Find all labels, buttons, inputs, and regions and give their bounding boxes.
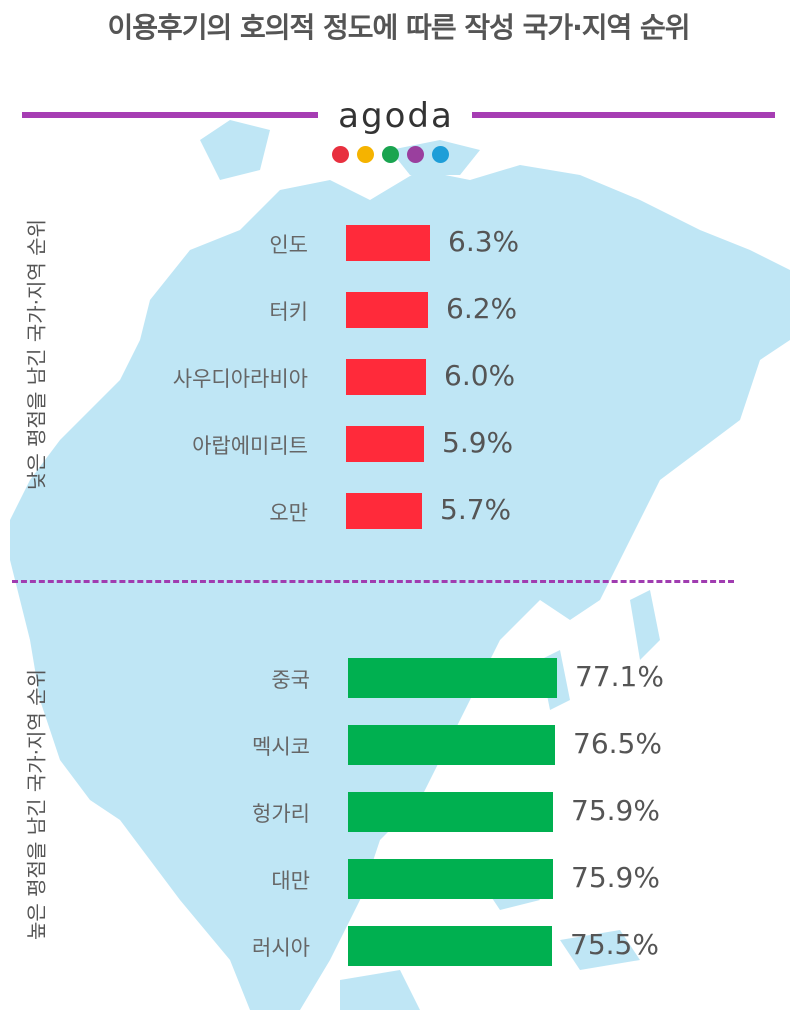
brand-line-right — [472, 112, 775, 118]
category-label: 오만 — [269, 501, 308, 525]
brand-dot — [357, 146, 374, 163]
category-label: 아랍에미리트 — [192, 434, 308, 458]
value-label: 5.7% — [440, 493, 512, 526]
value-label: 75.9% — [571, 794, 660, 827]
high-score-bar — [348, 926, 552, 966]
low-score-bar — [346, 426, 424, 462]
brand-dot — [407, 146, 424, 163]
value-label: 77.1% — [575, 660, 664, 693]
page-title: 이용후기의 호의적 정도에 따른 작성 국가·지역 순위 — [107, 11, 690, 44]
brand-dot — [432, 146, 449, 163]
value-label: 6.0% — [444, 359, 516, 392]
section-divider — [12, 580, 734, 583]
category-label: 멕시코 — [252, 735, 310, 759]
low-score-bar — [346, 493, 422, 529]
value-label: 75.9% — [571, 861, 660, 894]
high-score-bar — [348, 725, 555, 765]
value-label: 6.2% — [446, 292, 518, 325]
high-score-bar — [348, 792, 553, 832]
brand-dots — [332, 146, 449, 163]
brand-dot — [382, 146, 399, 163]
value-label: 75.5% — [570, 928, 659, 961]
brand-line-left — [22, 112, 318, 118]
brand-dot — [332, 146, 349, 163]
category-label: 터키 — [269, 300, 308, 324]
category-label: 러시아 — [252, 936, 310, 960]
value-label: 76.5% — [573, 727, 662, 760]
category-label: 중국 — [271, 668, 310, 692]
category-label: 사우디아라비아 — [172, 367, 308, 391]
low-score-bar — [346, 292, 428, 328]
category-label: 헝가리 — [252, 802, 310, 826]
low-score-bar — [346, 359, 426, 395]
low-score-bar — [346, 225, 430, 261]
value-label: 6.3% — [448, 225, 520, 258]
high-score-bar — [348, 859, 553, 899]
category-label: 대만 — [271, 869, 310, 893]
value-label: 5.9% — [442, 426, 514, 459]
high-score-bar — [348, 658, 557, 698]
category-label: 인도 — [269, 233, 308, 257]
agoda-logo: agoda — [338, 96, 454, 136]
